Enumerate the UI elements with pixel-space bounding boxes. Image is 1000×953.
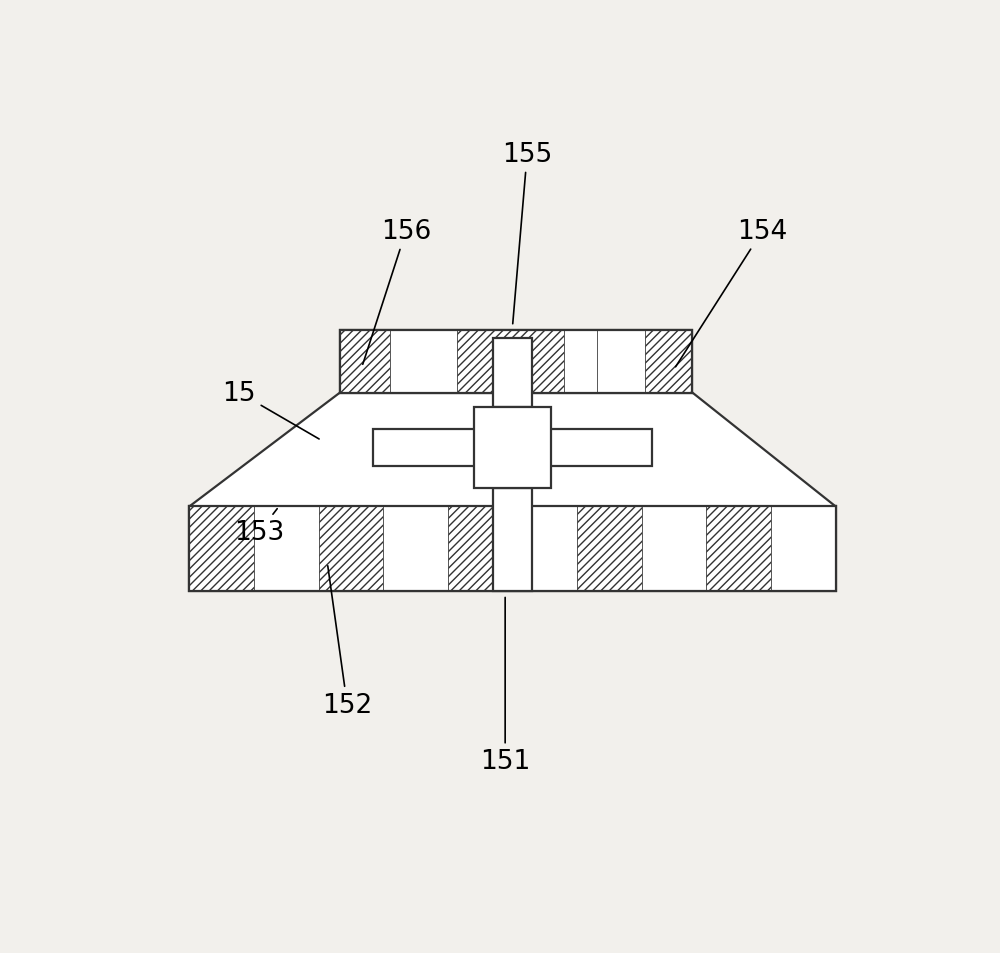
Bar	[645, 331, 692, 394]
Bar	[706, 507, 771, 591]
Text: 151: 151	[480, 598, 530, 775]
Bar	[254, 507, 319, 591]
Text: 155: 155	[502, 142, 552, 324]
Bar	[390, 331, 457, 394]
Bar	[340, 331, 692, 394]
Bar	[383, 507, 448, 591]
Bar	[642, 507, 706, 591]
Bar	[189, 507, 836, 591]
Bar	[189, 507, 254, 591]
Bar	[577, 507, 642, 591]
Bar	[448, 507, 513, 591]
Text: 156: 156	[363, 219, 431, 365]
Bar	[597, 331, 645, 394]
Bar	[493, 338, 532, 408]
Polygon shape	[189, 394, 836, 507]
Bar	[457, 331, 564, 394]
Text: 153: 153	[234, 509, 284, 546]
Bar	[319, 507, 383, 591]
Text: 15: 15	[222, 380, 319, 439]
Text: 152: 152	[322, 566, 372, 718]
Bar	[512, 507, 577, 591]
Bar	[340, 331, 692, 394]
Bar	[340, 331, 390, 394]
Bar	[474, 408, 551, 489]
Bar	[771, 507, 836, 591]
Text: 154: 154	[676, 219, 787, 368]
Bar	[564, 331, 597, 394]
Bar	[493, 489, 532, 591]
Bar	[189, 507, 836, 591]
Bar	[373, 430, 652, 467]
